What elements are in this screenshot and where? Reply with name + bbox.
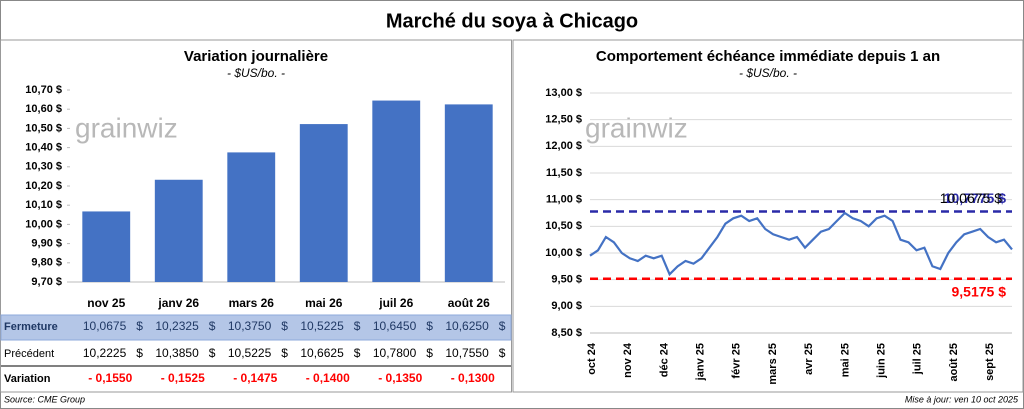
y-tick-label: 12,50 $ [545,114,582,126]
table-cell: - 0,1550 [88,371,132,385]
table-cell: 10,7550 [445,346,489,360]
table-cell: 10,5225 [228,346,272,360]
table-cell: 10,5225 [300,319,344,333]
reference-label: 9,5175 $ [952,283,1007,299]
row-label: Précédent [4,348,54,360]
x-tick-label: déc 24 [658,342,670,377]
source: Source: CME Group [4,394,85,404]
table-cell: 10,0675 [83,319,127,333]
watermark: grainwiz [585,112,688,143]
table-unit: $ [209,319,216,333]
table-cell: - 0,1525 [161,371,205,385]
highlight-row [0,314,512,341]
x-tick-label: mai 25 [839,343,851,377]
x-tick-label: oct 24 [586,342,598,375]
table-cell: 10,7800 [373,346,417,360]
table-unit: $ [354,346,361,360]
table-cell: 10,6250 [445,319,489,333]
table-unit: $ [136,319,143,333]
x-tick-label: mars 25 [767,343,779,385]
value-label: 10,0675 $ [940,190,1002,206]
bar [154,179,203,282]
chart-title: Variation journalière [184,48,328,65]
y-tick-label: 8,50 $ [551,327,582,339]
watermark: grainwiz [75,112,178,143]
y-tick-label: 10,50 $ [25,122,62,134]
x-tick-label: janv 26 [157,296,199,310]
table-cell: 10,6450 [373,319,417,333]
x-tick-label: août 26 [448,296,490,310]
table-cell: - 0,1300 [451,371,495,385]
table-cell: 10,6625 [300,346,344,360]
x-tick-label: mai 26 [305,296,343,310]
table-unit: $ [136,346,143,360]
y-tick-label: 9,90 $ [31,238,62,250]
y-tick-label: 9,70 $ [31,276,62,288]
table-cell: 10,2225 [83,346,127,360]
table-cell: - 0,1350 [378,371,422,385]
table-cell: - 0,1475 [233,371,277,385]
table-unit: $ [426,319,433,333]
x-tick-label: août 25 [948,343,960,382]
table-unit: $ [499,346,506,360]
y-tick-label: 10,20 $ [25,180,62,192]
bar [444,104,493,283]
y-tick-label: 11,00 $ [546,194,582,206]
chart-subtitle: - $US/bo. - [739,66,797,80]
y-tick-label: 10,60 $ [25,103,62,115]
x-tick-label: mars 26 [229,296,275,310]
x-tick-label: sept 25 [984,343,996,381]
x-tick-label: janv 25 [695,343,707,381]
table-cell: 10,3850 [155,346,199,360]
x-tick-label: juin 25 [876,343,888,379]
y-tick-label: 13,00 $ [545,87,582,99]
y-tick-label: 11,50 $ [546,167,582,179]
bar [82,211,131,282]
x-tick-label: juil 26 [378,296,413,310]
left-panel [0,39,512,393]
price-line [589,211,1013,277]
y-tick-label: 9,80 $ [31,257,62,269]
table-unit: $ [281,319,288,333]
bar [299,124,348,282]
table-cell: 10,3750 [228,319,272,333]
row-label: Fermeture [4,321,58,333]
y-tick-label: 10,70 $ [25,84,62,96]
table-unit: $ [209,346,216,360]
y-tick-label: 10,40 $ [25,142,62,154]
y-tick-label: 10,50 $ [545,220,582,232]
table-cell: - 0,1400 [306,371,350,385]
y-tick-label: 10,30 $ [25,161,62,173]
y-tick-label: 10,00 $ [545,247,582,259]
y-tick-label: 9,00 $ [551,300,582,312]
table-cell: 10,2325 [155,319,199,333]
x-tick-label: nov 24 [622,342,634,378]
y-tick-label: 9,50 $ [551,274,582,286]
x-tick-label: juil 25 [912,343,924,375]
table-unit: $ [499,319,506,333]
chart-subtitle: - $US/bo. - [227,66,285,80]
y-tick-label: 12,00 $ [545,140,582,152]
table-unit: $ [426,346,433,360]
bar [372,100,421,282]
row-label: Variation [4,373,51,385]
table-unit: $ [281,346,288,360]
x-tick-label: avr 25 [803,343,815,375]
table-unit: $ [354,319,361,333]
y-tick-label: 10,00 $ [25,218,62,230]
x-tick-label: nov 25 [87,296,125,310]
x-tick-label: févr 25 [731,343,743,378]
bar [227,152,276,282]
right-panel [512,39,1024,393]
y-tick-label: 10,10 $ [25,199,62,211]
reference-label: 10,7775 $ [944,190,1006,206]
page-title: Marché du soya à Chicago [386,10,638,32]
updated: Mise à jour: ven 10 oct 2025 [905,394,1019,404]
chart-title: Comportement échéance immédiate depuis 1… [596,48,940,65]
